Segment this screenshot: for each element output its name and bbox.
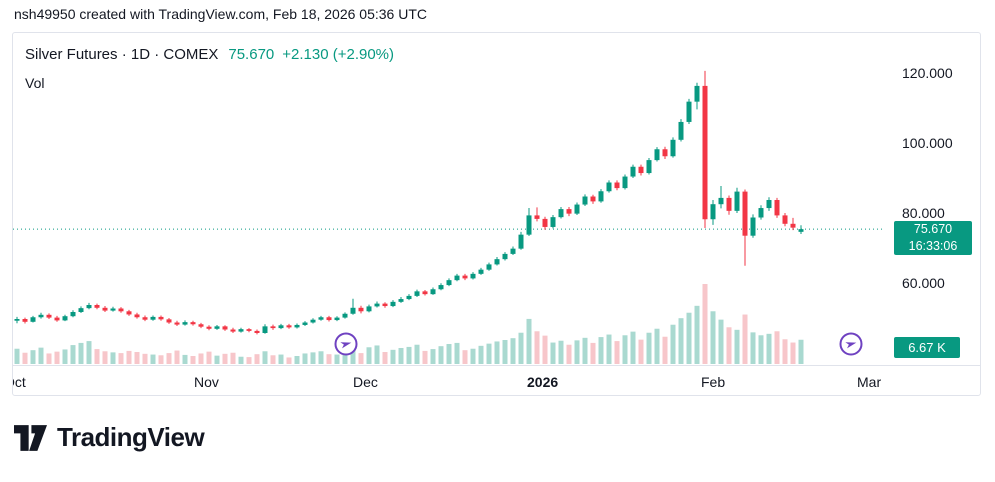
volume-series-label: Vol bbox=[25, 75, 45, 91]
tradingview-logo[interactable]: TradingView bbox=[14, 422, 205, 453]
last-price-badge-time: 16:33:06 bbox=[908, 239, 958, 253]
time-axis-label: Mar bbox=[857, 374, 882, 390]
last-price-badge-price: 75.670 bbox=[913, 222, 953, 236]
volume-bars bbox=[14, 284, 804, 364]
paper-plane-icon[interactable] bbox=[839, 332, 863, 356]
attribution-text: nsh49950 created with TradingView.com, F… bbox=[14, 6, 427, 22]
last-volume-badge: 6.67 K bbox=[894, 337, 960, 358]
price-change-value: +2.130 (+2.90%) bbox=[282, 46, 395, 63]
time-axis-label: Dec bbox=[353, 374, 378, 390]
price-axis-label: 60.000 bbox=[902, 275, 945, 291]
paper-plane-icon[interactable] bbox=[334, 332, 358, 356]
time-axis-label: Oct bbox=[13, 374, 26, 390]
time-axis-label: Feb bbox=[701, 374, 726, 390]
candlestick-chart[interactable] bbox=[13, 33, 885, 366]
symbol-header[interactable]: Silver Futures · 1D · COMEX 75.670 +2.130 … bbox=[25, 46, 394, 63]
price-axis-label: 80.000 bbox=[902, 205, 945, 221]
last-price-badge: 75.670 16:33:06 bbox=[894, 221, 972, 255]
time-axis-label: Nov bbox=[194, 374, 219, 390]
price-axis-label: 100.000 bbox=[902, 135, 953, 151]
chart-widget: Silver Futures · 1D · COMEX 75.670 +2.130 … bbox=[12, 32, 981, 396]
candles bbox=[14, 70, 804, 335]
last-price-value: 75.670 bbox=[228, 46, 275, 63]
last-volume-badge-value: 6.67 K bbox=[908, 340, 946, 355]
tradingview-logo-text: TradingView bbox=[57, 422, 205, 452]
price-axis-label: 120.000 bbox=[902, 65, 953, 81]
time-axis-label: 2026 bbox=[527, 374, 559, 390]
time-axis[interactable]: Oct Nov Dec 2026 Feb Mar bbox=[13, 365, 980, 395]
symbol-title[interactable]: Silver Futures · 1D · COMEX bbox=[25, 46, 219, 63]
tradingview-logo-icon bbox=[14, 424, 47, 451]
